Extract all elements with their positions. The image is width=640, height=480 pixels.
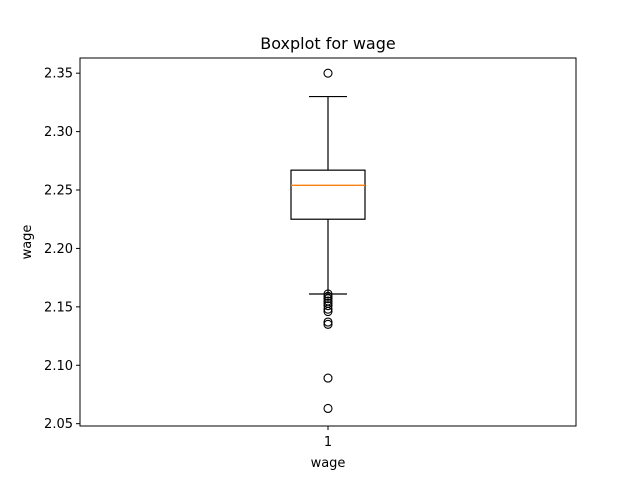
outlier-point bbox=[323, 306, 333, 317]
iqr-box bbox=[290, 169, 366, 220]
y-tick-label: 2.10 bbox=[44, 359, 73, 374]
outlier-point bbox=[323, 403, 333, 414]
outlier-point bbox=[323, 304, 333, 314]
chart-title: Boxplot for wage bbox=[260, 34, 395, 53]
outlier-point bbox=[323, 291, 333, 301]
y-tick-label: 2.25 bbox=[44, 184, 73, 199]
outlier-point bbox=[323, 319, 333, 329]
x-axis-label: wage bbox=[311, 456, 346, 471]
y-tick-label: 2.35 bbox=[44, 67, 73, 82]
outlier-point bbox=[323, 317, 333, 327]
y-tick-label: 2.15 bbox=[44, 300, 73, 315]
outlier-point bbox=[323, 301, 333, 311]
outlier-point bbox=[323, 68, 333, 78]
outlier-point bbox=[323, 289, 333, 299]
x-tick-label: 1 bbox=[324, 435, 332, 450]
plot-area: 2.05 2.10 2.15 2.20 2.25 2.30 2.35 1 bbox=[44, 67, 366, 450]
y-tick-label: 2.30 bbox=[44, 125, 73, 140]
axes-frame bbox=[79, 57, 577, 427]
y-tick-label: 2.20 bbox=[44, 242, 73, 257]
outlier-point bbox=[323, 294, 333, 304]
y-axis-label: wage bbox=[20, 225, 35, 260]
outlier-point bbox=[323, 373, 333, 383]
y-tick-label: 2.05 bbox=[44, 417, 73, 432]
